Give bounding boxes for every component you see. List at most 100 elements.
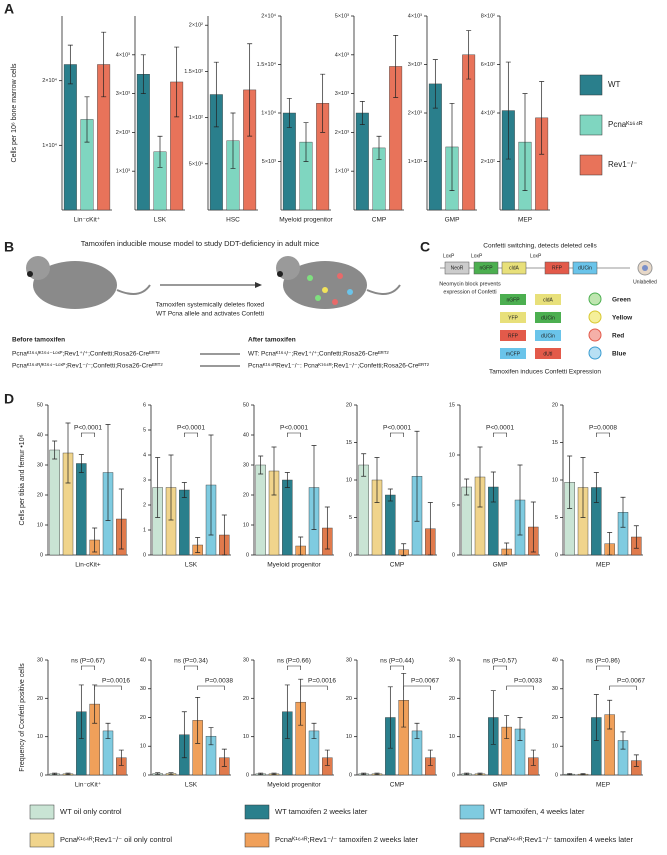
x-tick-label: Myeloid progenitor [279,217,333,224]
error-bar [258,772,264,775]
error-bar [593,472,599,503]
legend-swatch [579,74,603,96]
x-tick-label: LSK [185,782,198,789]
y-tick-label: 1.5×10² [184,69,203,75]
y-tick-label: 1×10³ [116,169,130,175]
error-bar [490,690,496,745]
legend-label: Pcnaᴷ¹⁶⁴ᴿ [608,120,643,129]
legend-label: WT tamoxifen 2 weeks later [275,807,368,816]
error-bar [539,81,545,155]
y-tick-label: 2 [143,502,146,508]
significance-label: P=0.0067 [411,678,439,685]
legend-label: WT [608,80,621,89]
legend-swatch [29,832,55,848]
error-bar [401,543,407,557]
significance-bracket [287,665,301,670]
significance-bracket [596,432,610,437]
error-bar [620,731,626,750]
x-tick-label: CMP [390,562,404,569]
error-bar [168,772,174,775]
panel-title: Confetti switching, detects deleted cell… [483,243,597,250]
y-tick-label: 30 [140,686,146,692]
subheading: After tamoxifen [248,337,296,344]
y-tick-label: 2×10² [481,159,495,165]
construct-label: LoxP [443,253,455,259]
legend-swatch [579,154,603,176]
error-bar [374,772,380,775]
legend-swatch [244,832,270,848]
error-bar [311,722,317,739]
significance-label: ns (P=0.86) [586,658,620,665]
significance-bracket [197,685,225,690]
y-tick-label: 20 [140,715,146,721]
error-bar [607,532,613,556]
bar [76,463,87,556]
error-bar [65,772,71,775]
legend-label: WT tamoxifen, 4 weeks later [490,807,585,816]
genotype: WT: Pcnaᴷ¹⁶⁴/⁻;Rev1⁺/⁺;Confetti;Rosa26-C… [248,351,390,358]
construct-label: NeoR [451,265,464,271]
construct-label: LoxP [530,253,542,259]
x-tick-label: MEP [596,562,610,569]
x-tick-label: HSC [226,217,240,224]
significance-label: ns (P=0.34) [174,658,208,665]
error-bar [118,749,124,766]
panel-label: A [4,1,14,17]
error-bar [155,457,161,518]
y-tick-label: 10 [37,522,43,528]
error-bar [359,101,365,125]
genotype: Pcnaᴷ¹⁶⁴/ᴷ¹⁶⁴⁻ᴸᵒˣᴾ;Rev1⁺/⁺;Confetti;Rosa… [12,351,161,358]
row-color: Red [612,333,624,340]
y-tick-label: 3 [143,477,146,483]
y-tick-label: 3×10³ [408,62,422,68]
significance-bracket [390,432,404,437]
significance-bracket [403,685,431,690]
error-bar [52,440,58,460]
error-bar [195,537,201,553]
error-bar [414,430,420,522]
error-bar [52,772,58,775]
error-bar [387,686,393,749]
error-bar [67,44,73,85]
error-bar [427,749,433,766]
error-bar [504,542,510,556]
y-tick-label: 15 [552,440,558,446]
legend-label: Rev1⁻/⁻ [608,160,637,169]
error-bar [464,478,470,496]
significance-label: P<0.0001 [280,425,308,432]
legend-swatch [244,804,270,820]
significance-label: ns (P=0.57) [483,658,517,665]
y-tick-label: 0 [349,772,352,778]
error-bar [607,699,613,730]
error-bar [78,684,84,739]
y-tick-label: 1×10² [189,115,203,121]
y-tick-label: 0 [246,772,249,778]
x-tick-label: GMP [445,217,460,224]
y-tick-label: 0 [555,772,558,778]
y-tick-label: 40 [552,657,558,663]
y-tick-label: 5×10³ [335,13,349,19]
y-tick-label: 0 [143,772,146,778]
error-bar [522,93,528,191]
y-tick-label: 2×10³ [116,130,130,136]
legend-swatch [459,832,485,848]
error-bar [284,472,290,488]
y-tick-label: 30 [243,462,249,468]
y-tick-label: 20 [552,715,558,721]
y-tick-label: 10 [243,734,249,740]
error-bar [567,455,573,509]
error-bar [298,536,304,556]
y-tick-label: 0 [452,772,455,778]
error-bar [84,96,90,143]
significance-bracket [81,432,95,437]
y-tick-label: 20 [449,696,455,702]
error-bar [432,59,438,109]
caption: WT Pcna allele and activates Confetti [156,311,264,318]
legend-swatch [579,114,603,136]
significance-bracket [506,685,534,690]
error-bar [118,488,124,550]
error-bar [427,502,433,556]
row-color: Yellow [612,315,633,322]
significance-bracket [184,665,198,670]
error-bar [101,31,107,98]
